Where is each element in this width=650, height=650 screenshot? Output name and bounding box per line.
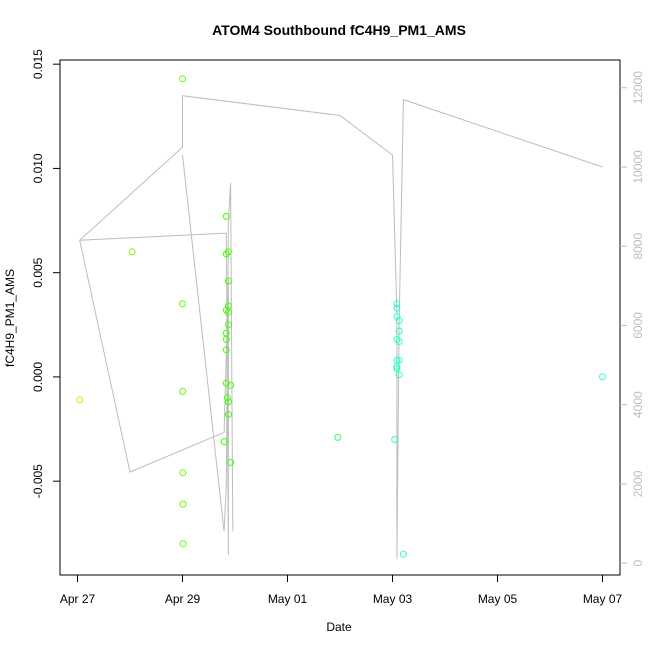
y2-tick-label: 4000: [631, 391, 645, 418]
data-point-5: [179, 388, 187, 395]
data-point-34: [393, 363, 401, 370]
x-tick-label: May 05: [478, 592, 518, 606]
data-point-1: [76, 396, 84, 404]
data-point-19: [224, 411, 232, 418]
data-point-30: [393, 304, 401, 312]
y-tick-label: -0.005: [31, 464, 45, 498]
x-tick-label: Apr 27: [60, 592, 96, 606]
y2-tick-label: 8000: [631, 233, 645, 260]
data-point-18: [224, 398, 232, 406]
y2-tick-label: 2000: [631, 470, 645, 497]
data-point-25: [227, 381, 235, 389]
y-axis-label: fC4H9_PM1_AMS: [3, 269, 17, 367]
secondary-series-layer: [79, 95, 603, 560]
y-tick-label: 0.000: [31, 362, 45, 392]
data-point-2: [128, 248, 136, 256]
data-point-21: [224, 277, 232, 285]
data-point-10: [222, 212, 230, 220]
secondary-series-line-1: [79, 95, 603, 560]
chart-title: ATOM4 Southbound fC4H9_PM1_AMS: [212, 22, 466, 38]
y-tick-label: 0.005: [31, 257, 45, 287]
data-point-16: [222, 379, 230, 387]
y2-axis: 0 2000 4000 6000 8000 10000 12000: [620, 71, 645, 566]
x-axis-label: Date: [326, 620, 352, 634]
data-point-27: [334, 433, 342, 441]
secondary-series-line-2: [182, 155, 234, 532]
y-tick-label: 0.015: [31, 49, 45, 79]
data-point-24: [224, 321, 232, 329]
x-tick-label: May 03: [373, 592, 413, 606]
points-layer: [76, 75, 606, 558]
y-axis: -0.005 0.000 0.005 0.010 0.015: [31, 49, 60, 498]
data-point-14: [222, 335, 230, 343]
y2-tick-label: 0: [631, 559, 645, 566]
plot-frame: [59, 59, 621, 576]
data-point-35: [393, 365, 401, 373]
data-point-23: [224, 308, 232, 316]
data-point-6: [179, 469, 187, 477]
x-tick-label: May 01: [268, 592, 308, 606]
data-point-26: [227, 458, 235, 466]
data-point-41: [399, 550, 407, 558]
data-point-8: [179, 540, 187, 548]
data-point-32: [393, 335, 401, 343]
data-point-7: [179, 500, 187, 508]
data-point-28: [391, 436, 399, 443]
y-tick-label: 0.010: [31, 153, 45, 183]
data-point-20: [224, 248, 232, 256]
y2-tick-label: 6000: [631, 312, 645, 339]
x-tick-label: Apr 29: [165, 592, 201, 606]
x-axis: Apr 27 Apr 29 May 01 May 03 May 05 May 07: [60, 574, 623, 606]
data-point-39: [395, 356, 403, 364]
data-point-9: [220, 438, 228, 446]
data-point-12: [222, 306, 230, 314]
data-point-38: [395, 338, 403, 345]
data-point-3: [179, 75, 186, 83]
data-point-40: [395, 371, 403, 379]
data-point-36: [395, 317, 403, 325]
data-point-37: [395, 327, 403, 335]
y2-tick-label: 10000: [631, 150, 645, 184]
data-point-15: [222, 346, 230, 354]
data-point-29: [393, 300, 401, 308]
x-tick-label: May 07: [583, 592, 623, 606]
data-point-31: [393, 313, 401, 320]
data-point-11: [222, 250, 230, 258]
data-point-4: [179, 300, 186, 308]
y2-tick-label: 12000: [631, 71, 645, 105]
data-point-42: [599, 373, 606, 381]
data-point-17: [223, 394, 231, 402]
